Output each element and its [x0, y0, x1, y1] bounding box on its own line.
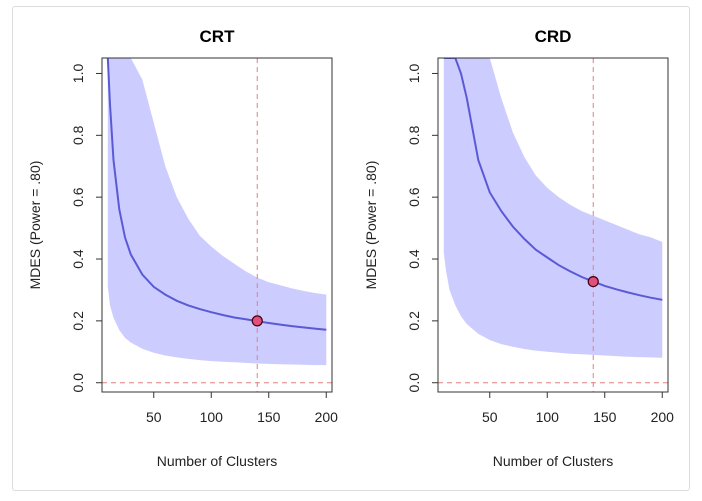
y-tick-label: 0.8 — [406, 125, 422, 145]
highlight-point — [587, 275, 599, 288]
y-tick-label: 1.0 — [70, 64, 86, 84]
plot-box — [437, 57, 669, 393]
x-tick-label: 100 — [536, 409, 560, 425]
x-tick-label: 150 — [257, 409, 281, 425]
panel-crt: CRT Number of Clusters MDES (Power = .80… — [27, 27, 338, 469]
y-tick-label: 0.8 — [70, 125, 86, 145]
y-tick-label: 0.4 — [406, 249, 422, 269]
y-tick-label: 1.0 — [406, 64, 422, 84]
x-axis-label-crt: Number of Clusters — [157, 453, 278, 469]
x-axis-label-crd: Number of Clusters — [493, 453, 614, 469]
y-tick-label: 0.6 — [70, 187, 86, 207]
y-axis-label-crt: MDES (Power = .80) — [27, 161, 43, 290]
y-tick-label: 0.4 — [70, 249, 86, 269]
estimate-line — [106, 58, 327, 331]
chart-title-crt: CRT — [200, 27, 236, 46]
plot-area — [438, 58, 668, 392]
x-tick-label: 50 — [482, 409, 498, 425]
confidence-band — [443, 58, 663, 358]
estimate-line — [443, 58, 663, 301]
x-tick-label: 200 — [651, 409, 675, 425]
plot-area — [102, 58, 332, 392]
y-tick-label: 0.2 — [406, 311, 422, 331]
y-axis-label-crd: MDES (Power = .80) — [363, 161, 379, 290]
x-tick-label: 100 — [200, 409, 224, 425]
confidence-band — [107, 58, 327, 366]
highlight-point — [251, 315, 263, 327]
y-tick-label: 0.6 — [406, 187, 422, 207]
y-tick-label: 0.0 — [70, 373, 86, 393]
panel-crd: CRD Number of Clusters MDES (Power = .80… — [363, 27, 674, 469]
x-tick-label: 200 — [315, 409, 339, 425]
plot-box — [101, 57, 333, 393]
x-tick-label: 150 — [593, 409, 617, 425]
y-tick-label: 0.2 — [70, 311, 86, 331]
y-tick-label: 0.0 — [406, 373, 422, 393]
x-tick-label: 50 — [146, 409, 162, 425]
chart-title-crd: CRD — [535, 27, 572, 46]
